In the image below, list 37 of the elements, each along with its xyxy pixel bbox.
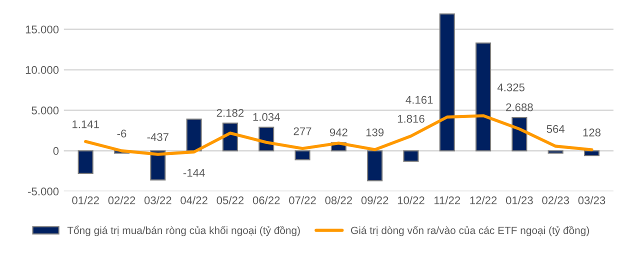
- y-tick-label: 5.000: [32, 106, 59, 114]
- x-tick-label: 09/22: [361, 196, 388, 204]
- x-tick-label: 01/23: [506, 196, 533, 204]
- x-tick-label: 02/23: [542, 196, 570, 204]
- data-label: 4.161: [406, 96, 433, 104]
- data-label: 564: [546, 125, 565, 133]
- data-label: 139: [366, 128, 384, 136]
- x-tick-label: 11/22: [434, 196, 460, 204]
- data-label: 1.816: [398, 114, 424, 123]
- y-tick-label: 10.000: [26, 66, 59, 74]
- data-label: 2.182: [216, 109, 244, 117]
- data-label: 2.688: [506, 103, 533, 112]
- x-tick-label: 01/22: [72, 196, 99, 204]
- x-tick-label: 03/23: [578, 196, 606, 204]
- x-tick-label: 08/22: [325, 196, 352, 204]
- x-tick-label: 04/22: [180, 196, 208, 204]
- data-label: -437: [147, 133, 168, 141]
- x-tick-label: 10/22: [398, 196, 424, 204]
- y-tick-label: 0: [53, 147, 59, 155]
- data-label: 277: [294, 127, 312, 136]
- legend-label: Giá trị dòng vốn ra/vào của các ETF ngoại (tỷ đồng): [351, 226, 589, 236]
- data-label: 128: [583, 128, 601, 136]
- x-tick-label: 07/22: [289, 196, 316, 204]
- x-tick-label: 05/22: [216, 196, 244, 204]
- legend-label: Tổng giá trị mua/bán ròng của khối ngoại (tỷ đồng): [67, 226, 300, 236]
- data-label: -144: [183, 169, 205, 177]
- data-label: 1.141: [72, 120, 99, 128]
- x-tick-label: 12/22: [470, 196, 497, 204]
- x-tick-label: 02/22: [108, 196, 136, 204]
- y-tick-label: 15.000: [26, 26, 59, 34]
- data-label: 4.325: [497, 83, 525, 92]
- data-label: 1.034: [253, 113, 280, 121]
- data-label: 942: [330, 128, 348, 136]
- x-tick-label: 06/22: [252, 196, 280, 204]
- y-tick-label: -5.000: [28, 188, 59, 196]
- x-tick-label: 03/22: [144, 196, 172, 204]
- data-label: -6: [117, 130, 126, 138]
